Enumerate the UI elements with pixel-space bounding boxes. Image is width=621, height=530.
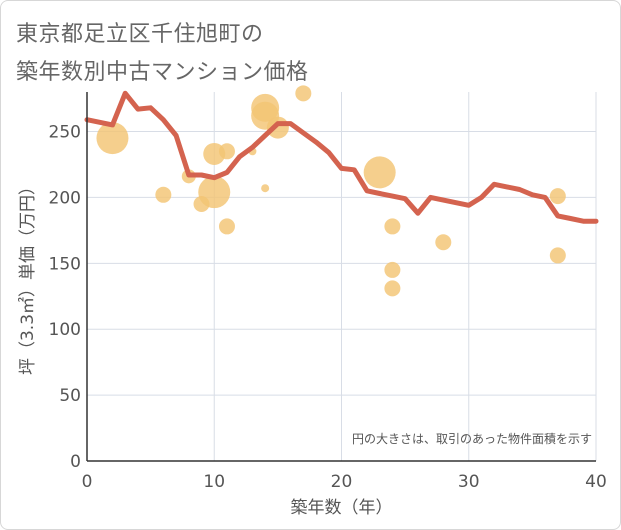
bubble-point [155,186,172,203]
x-tick-label: 0 [82,472,93,492]
bubble-point [198,176,231,209]
tick-labels: 0 10 20 30 40 0 50 100 150 200 250 [49,123,607,492]
bubble-point [435,234,452,251]
bubble-point [218,218,235,235]
y-tick-label: 100 [49,320,81,340]
bubble-point [384,280,401,297]
y-tick-label: 250 [49,123,81,143]
y-tick-label: 50 [59,386,81,406]
bubble-layer [96,85,566,297]
bubble-point [261,184,270,193]
bubble-point [295,85,312,102]
x-tick-label: 10 [203,472,225,492]
bubble-point [363,156,396,189]
bubble-point [218,143,235,160]
bubble-point [384,261,401,278]
chart-title-line2: 築年数別中古マンション価格 [16,60,309,85]
grid-lines [86,92,597,462]
x-tick-label: 30 [458,472,480,492]
y-tick-label: 0 [70,452,81,472]
bubble-point [384,218,401,235]
y-axis-label: 坪（3.3㎡）単価（万円） [18,178,38,375]
x-tick-label: 40 [585,472,607,492]
bubble-point [96,122,129,155]
bubble-point [549,247,566,264]
y-tick-label: 200 [49,188,81,208]
x-axis-label: 築年数（年） [291,498,393,518]
size-note: 円の大きさは、取引のあった物件面積を示す [352,431,592,446]
chart-title-line1: 東京都足立区千住旭町の [16,22,264,47]
x-tick-label: 20 [331,472,353,492]
axes [86,92,596,462]
y-tick-label: 150 [49,254,81,274]
bubble-point [549,188,566,205]
average-price-line [84,90,599,224]
